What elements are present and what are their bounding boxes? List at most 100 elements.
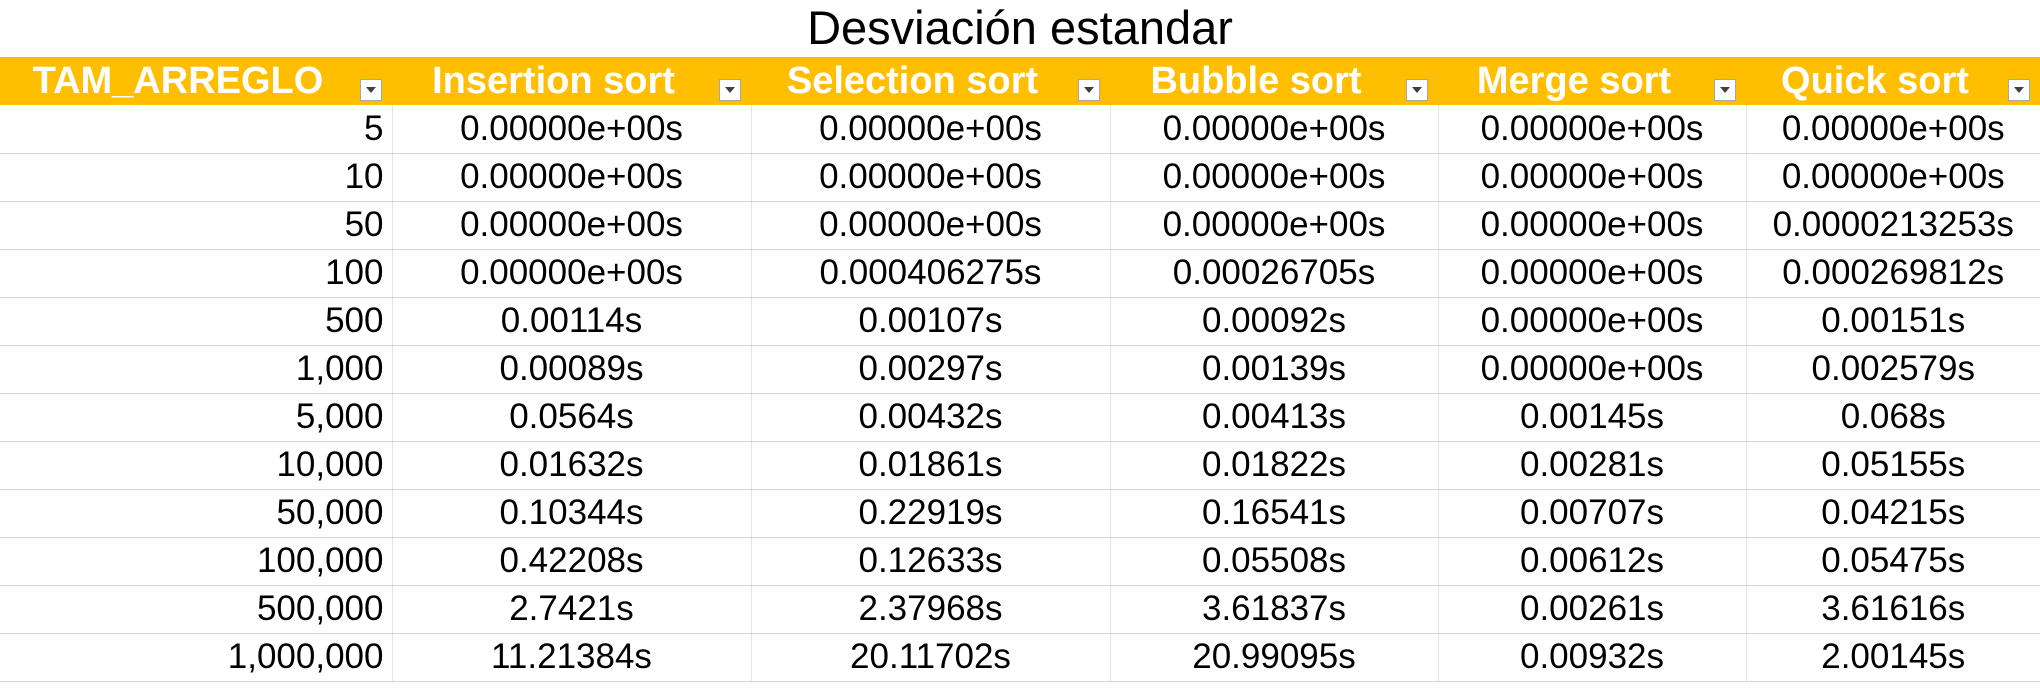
std-dev-cell[interactable]: 0.00145s bbox=[1438, 393, 1747, 442]
std-dev-cell[interactable]: 2.00145s bbox=[1746, 633, 2040, 682]
std-dev-cell[interactable]: 0.00000e+00s bbox=[751, 201, 1111, 250]
header-quick-sort[interactable]: Quick sort bbox=[1746, 57, 2040, 105]
std-dev-cell[interactable]: 0.00000e+00s bbox=[392, 153, 752, 202]
array-size-cell[interactable]: 5,000 bbox=[0, 393, 393, 442]
std-dev-cell[interactable]: 0.000406275s bbox=[751, 249, 1111, 298]
table-row: 1,000 0.00089s 0.00297s 0.00139s 0.00000e+00… bbox=[0, 345, 2040, 394]
std-dev-cell[interactable]: 0.00000e+00s bbox=[751, 153, 1111, 202]
std-dev-cell[interactable]: 0.05475s bbox=[1746, 537, 2040, 586]
array-size-cell[interactable]: 1,000,000 bbox=[0, 633, 393, 682]
std-dev-cell[interactable]: 0.00000e+00s bbox=[1110, 105, 1439, 154]
std-dev-cell[interactable]: 0.00000e+00s bbox=[392, 249, 752, 298]
std-dev-cell[interactable]: 0.00707s bbox=[1438, 489, 1747, 538]
std-dev-cell[interactable]: 0.00000e+00s bbox=[1438, 153, 1747, 202]
table-row: 500,000 2.7421s 2.37968s 3.61837s 0.00261s 3.… bbox=[0, 585, 2040, 634]
filter-dropdown-icon[interactable] bbox=[360, 79, 382, 101]
std-dev-cell[interactable]: 3.61616s bbox=[1746, 585, 2040, 634]
filter-dropdown-icon[interactable] bbox=[1078, 79, 1100, 101]
std-dev-cell[interactable]: 0.00000e+00s bbox=[1746, 105, 2040, 154]
table-row: 10 0.00000e+00s 0.00000e+00s 0.00000e+00s 0.… bbox=[0, 153, 2040, 202]
std-dev-cell[interactable]: 3.61837s bbox=[1110, 585, 1439, 634]
table-row: 5,000 0.0564s 0.00432s 0.00413s 0.00145s 0.06… bbox=[0, 393, 2040, 442]
array-size-cell[interactable]: 5 bbox=[0, 105, 393, 154]
header-bubble-sort[interactable]: Bubble sort bbox=[1110, 57, 1438, 105]
std-dev-cell[interactable]: 0.0564s bbox=[392, 393, 752, 442]
array-size-cell[interactable]: 500 bbox=[0, 297, 393, 346]
table-row: 50 0.00000e+00s 0.00000e+00s 0.00000e+00s 0.… bbox=[0, 201, 2040, 250]
std-dev-cell[interactable]: 0.000269812s bbox=[1746, 249, 2040, 298]
std-dev-cell[interactable]: 0.00000e+00s bbox=[1438, 201, 1747, 250]
std-dev-cell[interactable]: 0.0000213253s bbox=[1746, 201, 2040, 250]
header-row: TAM_ARREGLO Insertion sort Selection sort B… bbox=[0, 57, 2040, 105]
std-dev-cell[interactable]: 0.00000e+00s bbox=[1746, 153, 2040, 202]
std-dev-cell[interactable]: 0.00139s bbox=[1110, 345, 1439, 394]
array-size-cell[interactable]: 1,000 bbox=[0, 345, 393, 394]
table-row: 50,000 0.10344s 0.22919s 0.16541s 0.00707s 0.… bbox=[0, 489, 2040, 538]
std-dev-cell[interactable]: 0.00413s bbox=[1110, 393, 1439, 442]
std-dev-cell[interactable]: 0.00000e+00s bbox=[1438, 345, 1747, 394]
std-dev-cell[interactable]: 0.16541s bbox=[1110, 489, 1439, 538]
std-dev-cell[interactable]: 0.10344s bbox=[392, 489, 752, 538]
filter-dropdown-icon[interactable] bbox=[1714, 79, 1736, 101]
array-size-cell[interactable]: 500,000 bbox=[0, 585, 393, 634]
std-dev-cell[interactable]: 0.00114s bbox=[392, 297, 752, 346]
header-insertion-sort[interactable]: Insertion sort bbox=[392, 57, 751, 105]
std-dev-cell[interactable]: 11.21384s bbox=[392, 633, 752, 682]
array-size-cell[interactable]: 10,000 bbox=[0, 441, 393, 490]
array-size-cell[interactable]: 50,000 bbox=[0, 489, 393, 538]
std-dev-cell[interactable]: 0.12633s bbox=[751, 537, 1111, 586]
std-dev-cell[interactable]: 0.068s bbox=[1746, 393, 2040, 442]
std-dev-cell[interactable]: 0.22919s bbox=[751, 489, 1111, 538]
column-header-label: Insertion sort bbox=[432, 59, 675, 102]
table-row: 500 0.00114s 0.00107s 0.00092s 0.00000e+00s 0… bbox=[0, 297, 2040, 346]
std-dev-cell[interactable]: 0.04215s bbox=[1746, 489, 2040, 538]
table-row: 100,000 0.42208s 0.12633s 0.05508s 0.00612s 0… bbox=[0, 537, 2040, 586]
std-dev-cell[interactable]: 0.00000e+00s bbox=[1438, 249, 1747, 298]
array-size-cell[interactable]: 100,000 bbox=[0, 537, 393, 586]
header-tam-arreglo[interactable]: TAM_ARREGLO bbox=[0, 57, 392, 105]
std-dev-cell[interactable]: 0.01632s bbox=[392, 441, 752, 490]
header-selection-sort[interactable]: Selection sort bbox=[751, 57, 1110, 105]
std-dev-cell[interactable]: 0.05508s bbox=[1110, 537, 1439, 586]
std-dev-cell[interactable]: 0.00297s bbox=[751, 345, 1111, 394]
std-dev-cell[interactable]: 0.00281s bbox=[1438, 441, 1747, 490]
std-dev-cell[interactable]: 0.00089s bbox=[392, 345, 752, 394]
std-dev-cell[interactable]: 0.00092s bbox=[1110, 297, 1439, 346]
std-dev-cell[interactable]: 0.01822s bbox=[1110, 441, 1439, 490]
std-dev-cell[interactable]: 2.7421s bbox=[392, 585, 752, 634]
std-dev-cell[interactable]: 0.00000e+00s bbox=[1438, 105, 1747, 154]
column-header-label: Quick sort bbox=[1781, 59, 1969, 102]
std-dev-cell[interactable]: 0.00432s bbox=[751, 393, 1111, 442]
std-dev-cell[interactable]: 0.00026705s bbox=[1110, 249, 1439, 298]
array-size-cell[interactable]: 10 bbox=[0, 153, 393, 202]
std-dev-cell[interactable]: 0.00000e+00s bbox=[1110, 153, 1439, 202]
std-dev-cell[interactable]: 0.00000e+00s bbox=[392, 105, 752, 154]
table-title: Desviación estandar bbox=[807, 1, 1233, 54]
table-row: 5 0.00000e+00s 0.00000e+00s 0.00000e+00s 0.0… bbox=[0, 105, 2040, 154]
filter-dropdown-icon[interactable] bbox=[719, 79, 741, 101]
std-dev-cell[interactable]: 0.00107s bbox=[751, 297, 1111, 346]
header-merge-sort[interactable]: Merge sort bbox=[1438, 57, 1746, 105]
std-dev-cell[interactable]: 20.99095s bbox=[1110, 633, 1439, 682]
filter-dropdown-icon[interactable] bbox=[1406, 79, 1428, 101]
std-dev-cell[interactable]: 0.01861s bbox=[751, 441, 1111, 490]
std-dev-cell[interactable]: 0.00932s bbox=[1438, 633, 1747, 682]
std-dev-cell[interactable]: 0.00000e+00s bbox=[392, 201, 752, 250]
std-dev-cell[interactable]: 0.00612s bbox=[1438, 537, 1747, 586]
std-dev-cell[interactable]: 2.37968s bbox=[751, 585, 1111, 634]
filter-dropdown-icon[interactable] bbox=[2008, 79, 2030, 101]
std-dev-cell[interactable]: 0.42208s bbox=[392, 537, 752, 586]
table-body: 5 0.00000e+00s 0.00000e+00s 0.00000e+00s 0.0… bbox=[0, 105, 2040, 682]
std-dev-cell[interactable]: 0.00261s bbox=[1438, 585, 1747, 634]
std-dev-cell[interactable]: 0.002579s bbox=[1746, 345, 2040, 394]
column-header-label: Merge sort bbox=[1476, 59, 1672, 102]
std-dev-cell[interactable]: 0.00000e+00s bbox=[1110, 201, 1439, 250]
std-dev-cell[interactable]: 0.05155s bbox=[1746, 441, 2040, 490]
array-size-cell[interactable]: 100 bbox=[0, 249, 393, 298]
array-size-cell[interactable]: 50 bbox=[0, 201, 393, 250]
std-dev-cell[interactable]: 0.00151s bbox=[1746, 297, 2040, 346]
std-dev-cell[interactable]: 20.11702s bbox=[751, 633, 1111, 682]
std-dev-cell[interactable]: 0.00000e+00s bbox=[751, 105, 1111, 154]
std-dev-cell[interactable]: 0.00000e+00s bbox=[1438, 297, 1747, 346]
